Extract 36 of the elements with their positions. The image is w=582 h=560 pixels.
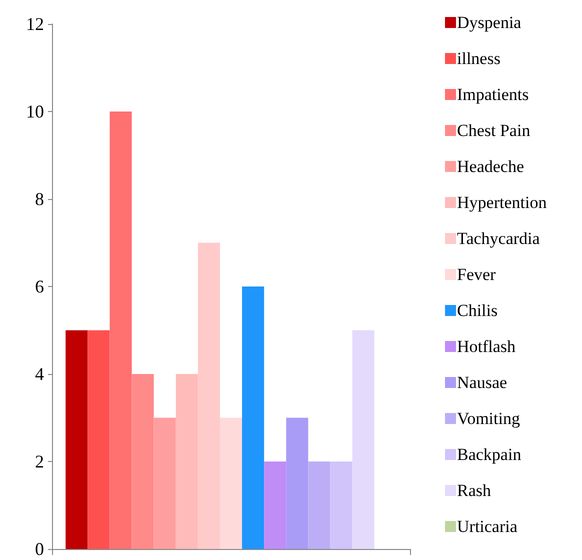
y-tick-label: 8 <box>35 189 44 209</box>
bar <box>66 330 88 549</box>
bar <box>110 112 132 549</box>
legend-label: Vomiting <box>457 409 520 428</box>
legend-label: Hotflash <box>457 337 516 356</box>
legend-label: Dyspenia <box>457 13 522 32</box>
bar <box>198 242 220 549</box>
bar <box>352 330 374 549</box>
bar <box>154 418 176 549</box>
legend-label: Nausae <box>457 373 508 392</box>
bar <box>264 462 286 549</box>
y-tick-label: 0 <box>35 539 44 559</box>
legend-label: Backpain <box>457 445 522 464</box>
bar <box>242 286 264 549</box>
legend-label: illness <box>457 49 500 68</box>
bar <box>176 374 198 549</box>
legend-label: Hypertention <box>457 193 548 212</box>
bar <box>132 374 154 549</box>
legend-label: Impatients <box>457 85 529 104</box>
y-tick-label: 12 <box>26 14 44 34</box>
bar <box>88 330 110 549</box>
legend-label: Fever <box>457 265 496 284</box>
legend-label: Rash <box>457 481 492 500</box>
y-tick-label: 10 <box>26 102 44 122</box>
legend-label: Urticaria <box>457 517 518 536</box>
y-tick-label: 6 <box>35 276 44 296</box>
y-tick-label: 4 <box>35 364 44 384</box>
legend-label: Chilis <box>457 301 498 320</box>
legend-label: Chest Pain <box>457 121 531 140</box>
bar <box>308 462 330 549</box>
bar <box>220 418 242 549</box>
legend-label: Headeche <box>457 157 524 176</box>
legend-label: Tachycardia <box>457 229 540 248</box>
bar <box>286 418 308 549</box>
bar <box>330 462 352 549</box>
y-tick-label: 2 <box>35 452 44 472</box>
